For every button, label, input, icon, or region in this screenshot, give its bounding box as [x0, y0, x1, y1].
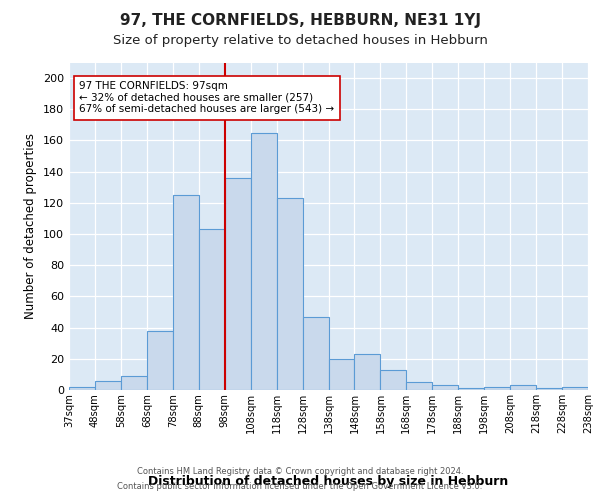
Text: Size of property relative to detached houses in Hebburn: Size of property relative to detached ho… [113, 34, 487, 47]
Bar [433, 386, 458, 390]
Bar [380, 370, 406, 390]
Bar [562, 387, 588, 390]
Bar [484, 387, 510, 390]
Bar [199, 230, 224, 390]
Bar [95, 380, 121, 390]
Text: 97 THE CORNFIELDS: 97sqm
← 32% of detached houses are smaller (257)
67% of semi-: 97 THE CORNFIELDS: 97sqm ← 32% of detach… [79, 81, 335, 114]
Text: 97, THE CORNFIELDS, HEBBURN, NE31 1YJ: 97, THE CORNFIELDS, HEBBURN, NE31 1YJ [119, 12, 481, 28]
Bar [536, 388, 562, 390]
Text: Contains public sector information licensed under the Open Government Licence v3: Contains public sector information licen… [118, 482, 482, 491]
Bar [302, 316, 329, 390]
Bar [251, 132, 277, 390]
Bar [355, 354, 380, 390]
Bar [510, 386, 536, 390]
Bar [147, 330, 173, 390]
Bar [173, 195, 199, 390]
Y-axis label: Number of detached properties: Number of detached properties [25, 133, 37, 320]
X-axis label: Distribution of detached houses by size in Hebburn: Distribution of detached houses by size … [148, 474, 509, 488]
Bar [277, 198, 302, 390]
Bar [121, 376, 147, 390]
Bar [69, 387, 95, 390]
Bar [458, 388, 484, 390]
Text: Contains HM Land Registry data © Crown copyright and database right 2024.: Contains HM Land Registry data © Crown c… [137, 467, 463, 476]
Bar [329, 359, 355, 390]
Bar [406, 382, 432, 390]
Bar [225, 178, 251, 390]
